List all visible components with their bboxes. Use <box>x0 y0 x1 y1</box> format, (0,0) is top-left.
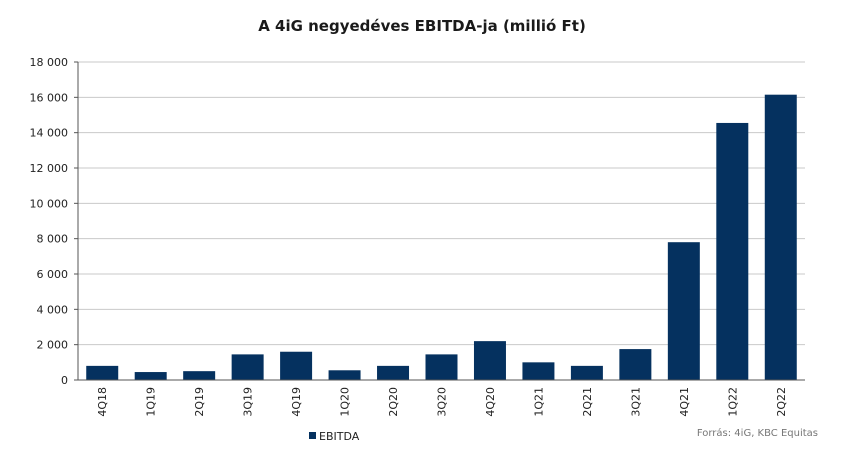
x-tick-label: 1Q21 <box>532 387 545 417</box>
x-tick-label: 2Q21 <box>581 387 594 417</box>
bar-3Q20 <box>425 354 458 380</box>
x-tick-label: 3Q20 <box>436 387 449 417</box>
bar-1Q22 <box>716 122 749 380</box>
bar-3Q21 <box>619 349 652 380</box>
chart-title: A 4iG negyedéves EBITDA-ja (millió Ft) <box>258 17 586 35</box>
x-axis-ticks: 4Q18 1Q19 2Q19 3Q19 4Q19 1Q20 2Q20 3Q20 4Q20 1Q21… <box>96 387 788 417</box>
y-tick-label: 8 000 <box>37 233 69 246</box>
bar-2Q19 <box>183 371 216 380</box>
x-tick-label: 1Q19 <box>145 387 158 417</box>
bar-1Q21 <box>522 362 555 380</box>
y-tick-label: 4 000 <box>37 303 69 316</box>
x-tick-label: 2Q22 <box>775 387 788 417</box>
y-tick-label: 10 000 <box>30 197 69 210</box>
x-tick-label: 2Q20 <box>387 387 400 417</box>
bar-1Q19 <box>134 372 167 380</box>
y-tick-label: 2 000 <box>37 339 69 352</box>
bar-1Q20 <box>328 370 361 380</box>
bar-4Q18 <box>86 365 119 380</box>
bar-3Q19 <box>231 354 264 380</box>
y-tick-label: 6 000 <box>37 268 69 281</box>
x-tick-label: 3Q19 <box>242 387 255 417</box>
y-tick-label: 14 000 <box>30 127 69 140</box>
bars <box>86 94 797 380</box>
x-tick-label: 4Q18 <box>96 387 109 417</box>
legend: EBITDA <box>309 430 360 443</box>
y-axis-ticks: 0 2 000 4 000 6 000 8 000 10 000 12 000 14 000 1… <box>30 56 69 387</box>
x-tick-label: 1Q22 <box>726 387 739 417</box>
x-tick-label: 1Q20 <box>339 387 352 417</box>
y-tick-label: 18 000 <box>30 56 69 69</box>
x-tick-label: 3Q21 <box>629 387 642 417</box>
bar-4Q20 <box>473 341 506 380</box>
x-tick-label: 2Q19 <box>193 387 206 417</box>
bar-2Q22 <box>764 94 797 380</box>
y-tick-label: 0 <box>61 374 68 387</box>
legend-swatch <box>309 432 316 439</box>
bar-4Q21 <box>667 242 700 380</box>
y-tick-label: 12 000 <box>30 162 69 175</box>
x-tick-label: 4Q19 <box>290 387 303 417</box>
gridlines <box>74 61 805 381</box>
bar-2Q21 <box>570 365 603 380</box>
bar-4Q19 <box>280 351 313 380</box>
x-tick-label: 4Q21 <box>678 387 691 417</box>
legend-label: EBITDA <box>319 430 360 443</box>
source-note: Forrás: 4iG, KBC Equitas <box>697 427 818 439</box>
x-tick-label: 4Q20 <box>484 387 497 417</box>
bar-2Q20 <box>377 365 410 380</box>
y-tick-label: 16 000 <box>30 91 69 104</box>
